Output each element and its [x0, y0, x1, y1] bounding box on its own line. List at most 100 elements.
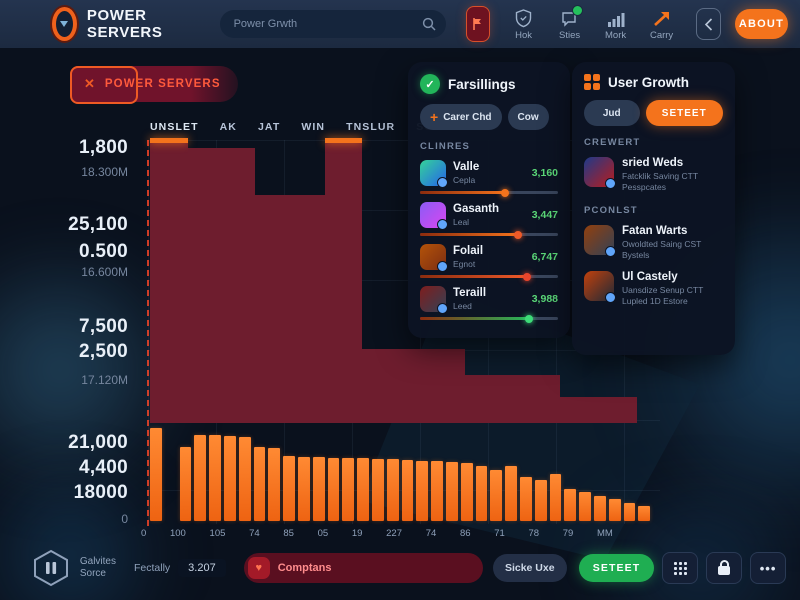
player-subtitle: Leed — [453, 300, 472, 311]
nav-item-mork[interactable]: Mork — [596, 8, 636, 41]
farsillings-list: Valle Cepla 3,160 Gasanth Leal 3,447 Folail Egn… — [420, 160, 558, 323]
source-label: Galvites Sorce — [80, 556, 116, 581]
pause-button[interactable] — [30, 548, 72, 588]
nav-item-label: Carry — [649, 29, 674, 41]
lock-button[interactable] — [706, 552, 743, 584]
user-subtitle: Fatcklik Saving CTT Pesspcates — [622, 171, 699, 193]
button-label: Carer Chd — [443, 111, 492, 123]
chat-icon — [561, 4, 583, 28]
search-input[interactable] — [219, 10, 446, 38]
progress-dot[interactable] — [522, 272, 531, 281]
growth-list-item[interactable]: Fatan Warts Owoldted Saing CST Bystels — [584, 224, 723, 262]
player-name: Gasanth — [453, 203, 500, 216]
farsillings-row[interactable]: Teraill Leed 3,988 — [420, 286, 558, 323]
nav-item-sties[interactable]: Sties — [550, 4, 590, 41]
nav-item-hok[interactable]: Hok — [504, 8, 544, 41]
plus-icon: + — [430, 109, 439, 125]
area-segment — [255, 195, 326, 423]
y-axis-label: 16.600M — [81, 265, 128, 279]
progress-fill — [420, 272, 531, 281]
bar — [505, 466, 517, 521]
area-segment — [560, 396, 637, 423]
bar — [283, 456, 295, 521]
avatar — [420, 160, 448, 188]
user-name: sried Weds — [622, 157, 684, 169]
logo-icon — [60, 21, 69, 27]
bottom-bar-chart — [150, 420, 651, 521]
x-axis-label: 85 — [283, 528, 294, 539]
progress-track — [420, 272, 558, 281]
seteet-button[interactable]: SETEET — [645, 100, 723, 126]
avatar-badge-icon — [437, 219, 448, 230]
user-growth-panel: User Growth Jud SETEET CREWERT sried Weds… — [572, 62, 735, 355]
banner-label: POWER SERVERS — [104, 78, 221, 90]
chevron-left-icon — [704, 17, 712, 31]
chart-tab-ak[interactable]: AK — [219, 121, 237, 133]
progress-fill — [420, 230, 523, 239]
bar-chart-icon — [607, 8, 625, 28]
farsillings-row[interactable]: Folail Egnot 6,747 — [420, 244, 558, 281]
chart-tab-tnslur[interactable]: TNSLUR — [346, 121, 396, 133]
progress-dot[interactable] — [514, 230, 523, 239]
axis-dashed-line — [147, 140, 149, 526]
player-subtitle: Cepla — [453, 174, 476, 185]
power-servers-banner[interactable]: ✕ POWER SERVERS — [70, 66, 238, 104]
nav-item-carry[interactable]: Carry — [642, 8, 682, 41]
nav-item-label: Sties — [559, 29, 581, 41]
more-options-button[interactable]: ••• — [750, 552, 786, 584]
avatar — [584, 157, 616, 189]
bar — [150, 428, 162, 521]
close-icon[interactable]: ✕ — [84, 76, 95, 91]
bar — [268, 448, 281, 521]
comptans-bar[interactable]: ♥ Comptans — [243, 553, 483, 583]
heart-icon: ♥ — [247, 557, 270, 579]
back-button[interactable] — [695, 8, 721, 40]
area-segment — [187, 147, 255, 423]
search-icon — [422, 17, 436, 31]
area-segment — [464, 374, 561, 423]
chart-tab-win[interactable]: WIN — [301, 121, 326, 133]
section-label: CLINRES — [420, 141, 471, 152]
growth-list-item[interactable]: Ul Castely Uansdize Senup CTT Lupled 1D Es… — [584, 270, 723, 308]
user-name: Fatan Warts — [622, 224, 688, 237]
x-axis-label: 74 — [425, 528, 437, 539]
user-subtitle: Uansdize Senup CTT Lupled 1D Estore — [622, 284, 704, 307]
user-name: Ul Castely — [622, 270, 678, 283]
growth-list-item[interactable]: sried Weds Fatcklik Saving CTT Pesspcates — [584, 157, 723, 194]
progress-dot[interactable] — [525, 314, 534, 323]
sicke-uxe-button[interactable]: Sicke Uxe — [492, 554, 567, 582]
chart-tab-jat[interactable]: JAT — [257, 121, 281, 133]
avatar — [584, 270, 616, 303]
bar — [357, 458, 369, 521]
progress-track — [420, 314, 558, 323]
bar — [371, 459, 384, 521]
brand-logo[interactable] — [52, 7, 77, 41]
chart-tab-unslet[interactable]: UNSLET — [150, 121, 199, 133]
bar — [223, 436, 236, 521]
user-growth-header: User Growth — [584, 74, 723, 90]
grid-dots-icon — [673, 561, 687, 575]
farsillings-row[interactable]: Valle Cepla 3,160 — [420, 160, 558, 197]
apps-grid-button[interactable] — [662, 552, 699, 584]
y-axis-label: 21,000 — [68, 432, 128, 453]
y-axis-label: 7,500 — [78, 316, 128, 337]
bar — [209, 435, 221, 521]
button-label: SETEET — [661, 107, 707, 119]
bar — [194, 435, 207, 521]
button-label: Jud — [602, 107, 621, 119]
carer-chd-button[interactable]: + Carer Chd — [420, 104, 502, 130]
cow-button[interactable]: Cow — [507, 104, 549, 130]
bar — [519, 476, 532, 521]
alert-flag-button[interactable] — [465, 6, 490, 42]
seteet-green-button[interactable]: SETEET — [578, 554, 655, 582]
avatar — [420, 286, 448, 314]
x-axis-label: 100 — [169, 528, 186, 539]
progress-dot[interactable] — [500, 188, 509, 197]
y-axis: 1,800 18.300M 25,100 0.500 16.600M 7,500 2,500… — [0, 0, 140, 545]
farsillings-row[interactable]: Gasanth Leal 3,447 — [420, 202, 558, 239]
jud-button[interactable]: Jud — [584, 100, 640, 126]
bar — [534, 479, 547, 521]
about-button[interactable]: ABOUT — [734, 9, 788, 39]
bar — [549, 473, 562, 521]
